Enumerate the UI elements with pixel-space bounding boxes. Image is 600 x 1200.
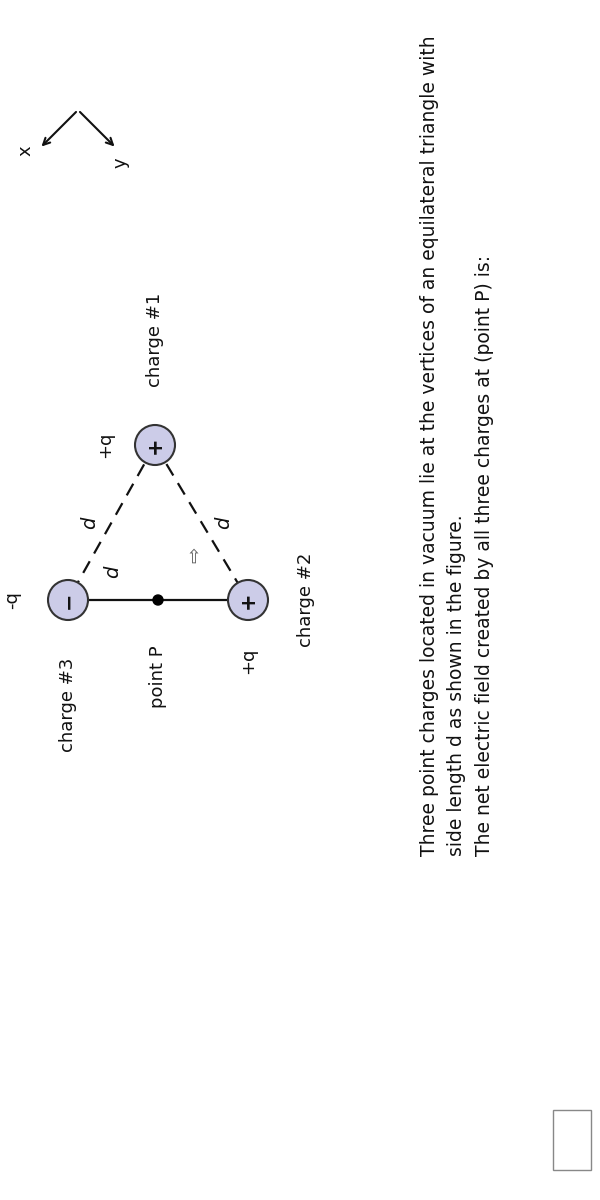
Text: y: y xyxy=(112,157,130,168)
Circle shape xyxy=(48,580,88,620)
Text: +q: +q xyxy=(96,432,114,458)
Text: x: x xyxy=(17,145,35,156)
Text: d: d xyxy=(104,565,122,578)
Text: charge #1: charge #1 xyxy=(146,293,164,386)
Text: +: + xyxy=(145,436,165,454)
Text: ⇨: ⇨ xyxy=(185,547,205,563)
Text: Three point charges located in vacuum lie at the vertices of an equilateral tria: Three point charges located in vacuum li… xyxy=(420,35,494,856)
Circle shape xyxy=(228,580,268,620)
Text: +: + xyxy=(238,592,258,608)
Text: charge #2: charge #2 xyxy=(297,553,315,647)
Text: charge #3: charge #3 xyxy=(59,658,77,752)
Text: point P: point P xyxy=(149,646,167,708)
Text: −: − xyxy=(58,592,78,608)
Text: d: d xyxy=(80,516,99,529)
Circle shape xyxy=(153,595,163,605)
Text: -q: -q xyxy=(3,592,21,608)
Circle shape xyxy=(135,425,175,464)
Text: +q: +q xyxy=(239,648,257,674)
Text: d: d xyxy=(214,516,233,529)
FancyBboxPatch shape xyxy=(553,1110,591,1170)
